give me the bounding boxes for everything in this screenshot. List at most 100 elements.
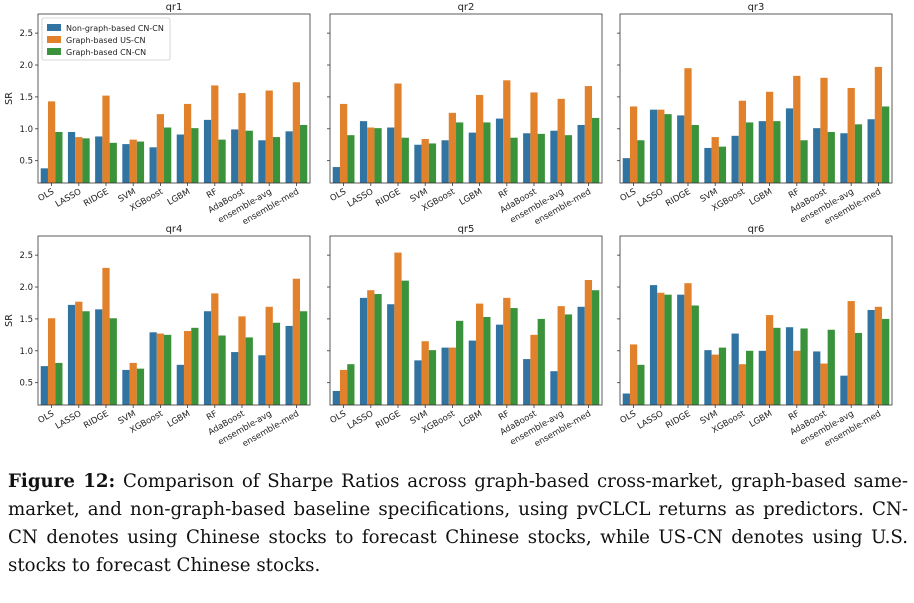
bar-qr6-LGBM-s1 xyxy=(765,315,774,405)
bar-qr3-ensemble-med-s1 xyxy=(874,66,883,183)
bar-qr2-LGBM-s2 xyxy=(483,122,491,183)
xtick-label-RIDGE: RIDGE xyxy=(82,187,110,209)
bar-qr1-OLS-s1 xyxy=(47,101,56,183)
bar-qr1-XGBoost-s1 xyxy=(156,114,165,183)
bar-qr5-AdaBoost-s1 xyxy=(530,334,538,405)
bar-qr6-RIDGE-s0 xyxy=(677,294,685,405)
bar-qr5-OLS-s0 xyxy=(332,390,340,405)
bar-qr6-AdaBoost-s0 xyxy=(813,351,821,405)
bar-qr3-XGBoost-s0 xyxy=(731,135,739,183)
bar-qr2-ensemble-avg-s0 xyxy=(550,130,558,183)
bar-qr1-SVM-s1 xyxy=(129,139,137,183)
bar-qr4-SVM-s0 xyxy=(122,369,130,405)
bar-qr4-SVM-s2 xyxy=(136,368,145,405)
bar-qr2-ensemble-med-s2 xyxy=(592,117,600,183)
bar-qr4-ensemble-avg-s2 xyxy=(272,322,281,405)
bar-qr2-XGBoost-s2 xyxy=(456,122,464,183)
bar-qr2-XGBoost-s1 xyxy=(448,112,457,183)
bar-qr5-RF-s1 xyxy=(503,297,511,405)
bar-qr4-LGBM-s2 xyxy=(191,327,199,405)
bar-qr4-LGBM-s1 xyxy=(183,331,192,405)
bar-qr6-RF-s0 xyxy=(785,327,794,405)
bar-qr1-LGBM-s1 xyxy=(183,103,192,183)
bar-qr3-ensemble-avg-s2 xyxy=(854,124,863,183)
bar-qr6-ensemble-avg-s0 xyxy=(840,375,848,405)
bar-qr6-RF-s2 xyxy=(800,328,808,405)
bar-qr6-XGBoost-s0 xyxy=(731,333,739,405)
bar-qr2-RF-s0 xyxy=(495,118,504,183)
bar-qr6-LGBM-s2 xyxy=(773,327,781,405)
bar-qr6-SVM-s2 xyxy=(718,347,727,405)
bar-qr1-OLS-s0 xyxy=(40,168,48,183)
bar-qr4-OLS-s2 xyxy=(55,362,63,405)
bar-qr1-ensemble-med-s1 xyxy=(292,82,301,183)
bar-qr6-LASSO-s0 xyxy=(649,285,658,405)
bar-qr5-OLS-s1 xyxy=(339,369,348,405)
ytick-label: 1.0 xyxy=(19,125,33,135)
panel-title-qr4: qr4 xyxy=(166,224,183,235)
bar-qr4-XGBoost-s1 xyxy=(156,333,165,405)
xtick-label-LGBM: LGBM xyxy=(458,187,484,208)
bar-qr6-ensemble-med-s1 xyxy=(874,306,883,405)
bar-qr2-LGBM-s1 xyxy=(475,94,484,183)
bar-qr1-AdaBoost-s0 xyxy=(231,129,239,183)
xtick-label-LASSO: LASSO xyxy=(346,409,376,432)
bar-qr1-RF-s1 xyxy=(211,85,219,183)
bar-qr4-LASSO-s2 xyxy=(82,311,90,405)
bar-qr1-XGBoost-s0 xyxy=(149,147,157,183)
bar-qr4-ensemble-med-s2 xyxy=(300,311,308,405)
xtick-label-LASSO: LASSO xyxy=(54,409,84,432)
bar-qr1-LASSO-s1 xyxy=(75,137,83,183)
bar-qr5-RIDGE-s2 xyxy=(401,280,409,405)
bar-qr4-OLS-s1 xyxy=(47,318,56,405)
xtick-label-RF: RF xyxy=(497,187,511,201)
bar-qr4-RIDGE-s0 xyxy=(95,309,103,405)
bar-qr5-RIDGE-s0 xyxy=(387,304,395,405)
bar-qr3-SVM-s0 xyxy=(704,147,712,183)
bar-qr5-LGBM-s1 xyxy=(475,303,484,405)
ytick-label: 1.0 xyxy=(19,347,33,357)
bar-qr5-AdaBoost-s0 xyxy=(523,359,531,405)
xtick-label-LASSO: LASSO xyxy=(346,187,376,210)
bar-qr1-LASSO-s0 xyxy=(67,131,76,183)
bar-qr5-XGBoost-s1 xyxy=(448,347,457,405)
xtick-label-RF: RF xyxy=(205,187,219,201)
bar-qr5-ensemble-avg-s0 xyxy=(550,371,558,405)
xtick-label-LGBM: LGBM xyxy=(458,409,484,430)
axes-frame-qr1 xyxy=(37,13,311,184)
bar-qr2-RF-s2 xyxy=(510,137,518,183)
xtick-label-LASSO: LASSO xyxy=(636,409,666,432)
bar-qr3-ensemble-avg-s1 xyxy=(847,87,855,183)
bar-qr5-SVM-s2 xyxy=(428,350,437,405)
bar-qr6-ensemble-med-s2 xyxy=(882,318,890,405)
bar-qr3-OLS-s2 xyxy=(637,140,645,183)
bar-qr3-AdaBoost-s2 xyxy=(827,131,835,183)
legend-swatch-s1 xyxy=(47,36,61,43)
bar-qr6-ensemble-avg-s1 xyxy=(847,301,855,405)
xtick-label-RF: RF xyxy=(497,409,511,423)
bar-qr3-LGBM-s2 xyxy=(773,121,781,183)
bar-qr4-ensemble-med-s0 xyxy=(285,325,293,405)
bar-qr3-RIDGE-s2 xyxy=(691,124,699,183)
axes-frame-qr4 xyxy=(37,235,311,406)
bar-qr6-OLS-s0 xyxy=(622,393,630,405)
xtick-label-RIDGE: RIDGE xyxy=(82,409,110,431)
bar-qr5-ensemble-med-s1 xyxy=(584,280,593,405)
bar-qr2-OLS-s1 xyxy=(339,103,348,183)
bar-qr3-LASSO-s1 xyxy=(657,109,665,183)
bar-qr3-AdaBoost-s1 xyxy=(820,77,828,183)
bar-qr1-OLS-s2 xyxy=(55,131,63,183)
bar-qr5-AdaBoost-s2 xyxy=(537,318,545,405)
bar-qr6-XGBoost-s1 xyxy=(738,364,747,405)
bar-qr1-RIDGE-s0 xyxy=(95,136,103,183)
xtick-label-LGBM: LGBM xyxy=(166,187,192,208)
bar-qr1-RIDGE-s2 xyxy=(109,142,117,183)
legend-box xyxy=(41,17,171,61)
bar-qr5-SVM-s0 xyxy=(414,360,422,405)
bar-qr5-SVM-s1 xyxy=(421,341,429,405)
